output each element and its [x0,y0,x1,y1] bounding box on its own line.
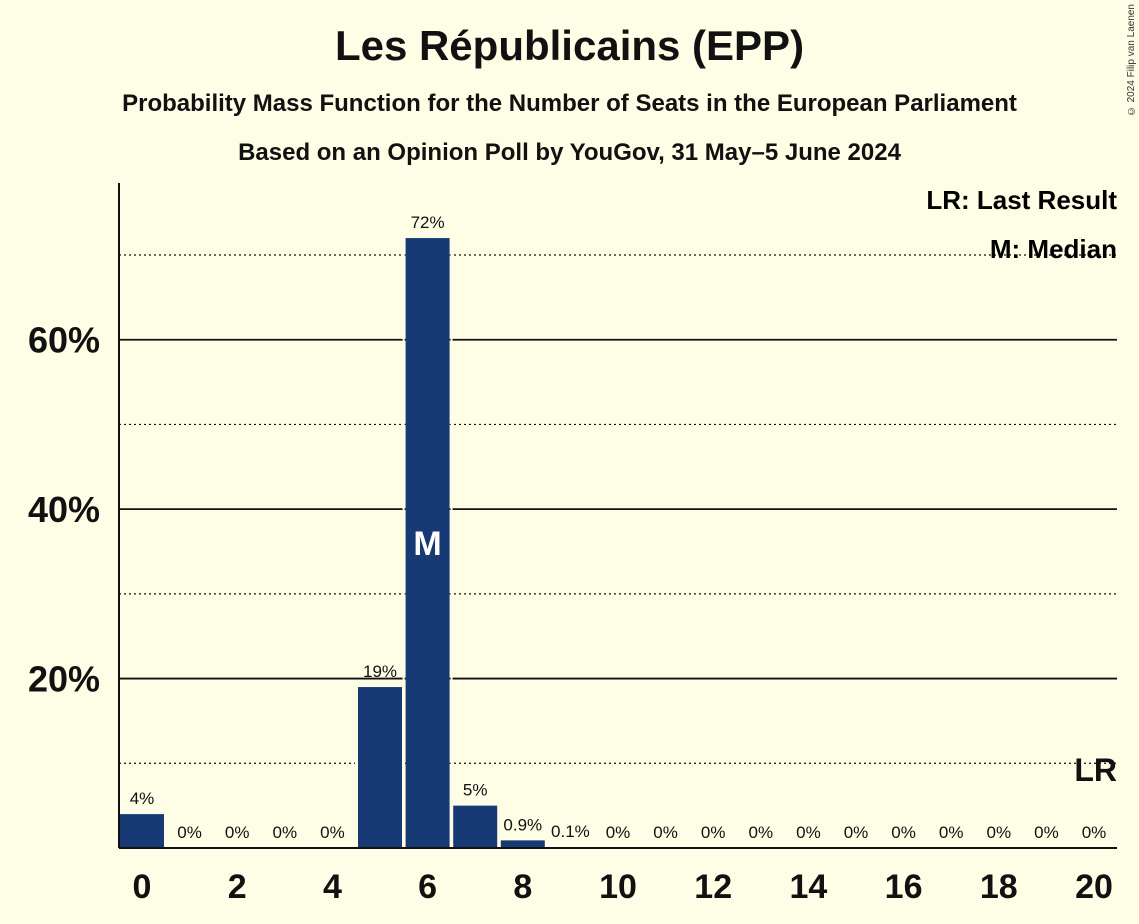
chart-source: Based on an Opinion Poll by YouGov, 31 M… [238,139,901,166]
bar-value-label: 0% [1034,823,1059,842]
x-tick-label: 20 [1075,868,1113,906]
bar-value-label: 19% [363,662,397,681]
bar-value-label: 0% [177,823,202,842]
bar [405,238,450,848]
bar-value-label: 0% [749,823,774,842]
bar-value-label: 4% [130,789,155,808]
bar-value-label: 0% [273,823,298,842]
bar-value-label: 72% [411,213,445,232]
median-marker: M [413,525,441,563]
bar-value-label: 0% [891,823,916,842]
chart-title: Les Républicains (EPP) [334,22,805,69]
bar-value-label: 5% [463,781,488,800]
y-tick-label: 40% [28,489,100,530]
chart-subtitle: Probability Mass Function for the Number… [122,90,1017,117]
last-result-marker: LR [1074,752,1117,788]
bar-value-label: 0% [939,823,964,842]
bar [120,814,164,848]
bar [453,805,498,848]
bar-value-label: 0.9% [503,815,542,834]
x-tick-label: 12 [694,868,732,906]
bar [358,687,402,848]
bar-value-label: 0% [1082,823,1107,842]
x-tick-label: 0 [133,868,152,906]
grid-lines: 20% 40% 60% [28,254,1117,764]
x-tick-label: 10 [599,868,637,906]
legend-median: M: Median [990,234,1117,264]
x-tick-label: 8 [513,868,532,906]
x-tick-label: 4 [323,868,342,906]
x-tick-label: 2 [228,868,247,906]
y-tick-label: 60% [28,320,100,361]
bar [500,840,545,848]
x-tick-label: 18 [980,868,1018,906]
bar-value-label: 0% [701,823,726,842]
bar-value-label: 0% [225,823,250,842]
bar-value-label: 0% [844,823,869,842]
axes: 0 2 4 6 8 10 12 14 16 18 20 LR [118,183,1117,906]
bar-value-label: 0.1% [551,822,590,841]
bar-value-label: 0% [320,823,345,842]
bars [117,235,593,849]
bar-value-label: 0% [653,823,678,842]
x-tick-label: 14 [789,868,827,906]
x-tick-label: 16 [885,868,923,906]
bar-value-label: 0% [606,823,631,842]
x-tick-label: 6 [418,868,437,906]
y-tick-label: 20% [28,659,100,700]
bar-value-label: 0% [987,823,1012,842]
legend-last-result: LR: Last Result [926,185,1117,215]
bar-value-label: 0% [796,823,821,842]
bar-labels: 4% 0% 0% 0% 0% 19% 72% M 5% 0.9% 0.1% 0% 0% 0% 0% 0% 0% 0… [130,213,1107,842]
